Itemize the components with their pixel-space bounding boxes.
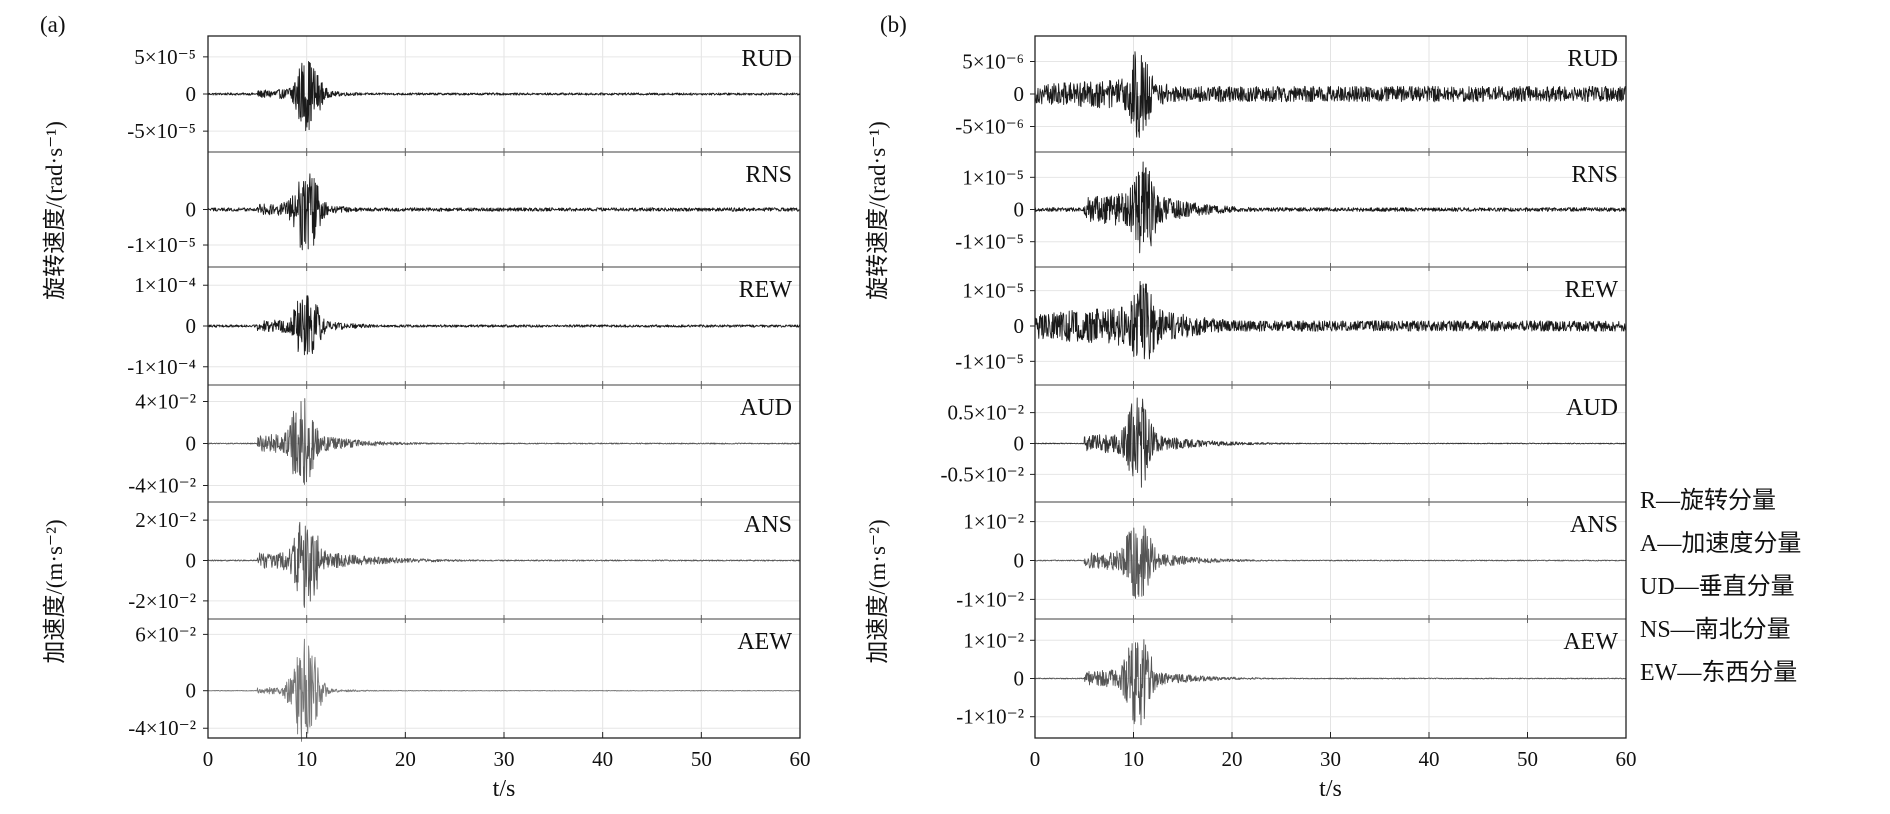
y-tick-label: 1×10⁻² xyxy=(963,628,1024,652)
panel-a: (a) 5×10⁻⁵ 0 -5×10⁻⁵ RUD 0 -1×10⁻⁵ RNS 1×10⁻⁴ 0 -1… xyxy=(40,12,811,802)
x-tick-label: 0 xyxy=(203,747,214,771)
y-tick-label: 6×10⁻² xyxy=(135,622,196,646)
panel-label: (b) xyxy=(880,12,907,37)
trace-name: REW xyxy=(1565,277,1619,303)
y-tick-label: 0 xyxy=(1014,432,1025,456)
x-tick-label: 30 xyxy=(1320,747,1341,771)
trace-rns-line xyxy=(1034,161,1627,254)
trace-name: RUD xyxy=(741,46,792,72)
y-tick-label: -1×10⁻⁴ xyxy=(127,355,196,379)
trace-name: ANS xyxy=(1570,512,1618,538)
y-tick-label: 0.5×10⁻² xyxy=(948,401,1024,425)
y-tick-label: -4×10⁻² xyxy=(128,716,196,740)
legend-item: NS—南北分量 xyxy=(1640,616,1791,643)
trace-name: AUD xyxy=(1566,395,1618,421)
y-tick-label: -2×10⁻² xyxy=(128,589,196,613)
trace-name: RNS xyxy=(1571,162,1618,188)
legend: R—旋转分量 A—加速度分量 UD—垂直分量 NS—南北分量 EW—东西分量 xyxy=(1640,487,1801,686)
trace-rew-line xyxy=(1034,281,1627,360)
x-tick-label: 60 xyxy=(790,747,811,771)
x-tick-label: 60 xyxy=(1616,747,1637,771)
trace-aud-line xyxy=(207,398,801,485)
y-tick-label: 0 xyxy=(186,314,197,338)
y-tick-label: -1×10⁻⁵ xyxy=(127,233,196,257)
y-tick-label: 0 xyxy=(1014,198,1025,222)
x-tick-label: 10 xyxy=(1123,747,1144,771)
trace-name: ANS xyxy=(744,512,792,538)
y-tick-label: 4×10⁻² xyxy=(135,390,196,414)
trace-rud-line xyxy=(207,61,801,132)
y-tick-label: 5×10⁻⁶ xyxy=(962,50,1024,74)
y-tick-label: -5×10⁻⁶ xyxy=(955,115,1024,139)
y-tick-label: 0 xyxy=(186,679,197,703)
y-tick-label: -1×10⁻⁵ xyxy=(955,349,1024,373)
panel-label: (a) xyxy=(40,12,66,37)
y-axis-label-acceleration: 加速度/(m·s⁻²) xyxy=(865,519,890,663)
legend-item: R—旋转分量 xyxy=(1640,487,1776,514)
trace-name: RUD xyxy=(1567,46,1618,72)
x-tick-label: 20 xyxy=(1222,747,1243,771)
legend-item: UD—垂直分量 xyxy=(1640,573,1795,600)
legend-item: A—加速度分量 xyxy=(1640,530,1801,557)
y-tick-label: -0.5×10⁻² xyxy=(941,462,1024,486)
x-tick-label: 20 xyxy=(395,747,416,771)
y-tick-label: 0 xyxy=(186,198,197,222)
trace-rud-line xyxy=(1034,51,1627,138)
y-tick-label: 0 xyxy=(1014,667,1025,691)
x-tick-label: 40 xyxy=(1419,747,1440,771)
trace-name: RNS xyxy=(745,162,792,188)
trace-name: AEW xyxy=(737,629,792,655)
y-tick-label: 0 xyxy=(186,432,197,456)
y-axis-label-acceleration: 加速度/(m·s⁻²) xyxy=(42,519,67,663)
y-tick-label: 1×10⁻⁵ xyxy=(962,165,1024,189)
y-tick-label: -4×10⁻² xyxy=(128,474,196,498)
y-tick-label: 0 xyxy=(1014,82,1025,106)
y-tick-label: -1×10⁻² xyxy=(956,705,1024,729)
trace-rns-line xyxy=(207,173,801,251)
x-tick-label: 10 xyxy=(296,747,317,771)
y-tick-label: 0 xyxy=(1014,314,1025,338)
x-axis-label: t/s xyxy=(493,776,516,802)
y-axis-label-rotation: 旋转速度/(rad·s⁻¹) xyxy=(42,121,67,300)
x-tick-label: 30 xyxy=(494,747,515,771)
y-tick-label: 0 xyxy=(1014,549,1025,573)
y-tick-label: 0 xyxy=(186,82,197,106)
y-tick-label: 1×10⁻⁵ xyxy=(962,279,1024,303)
y-tick-label: -1×10⁻⁵ xyxy=(955,230,1024,254)
trace-name: REW xyxy=(739,277,793,303)
y-tick-label: 0 xyxy=(186,549,197,573)
y-tick-label: 1×10⁻⁴ xyxy=(134,273,196,297)
trace-aew-line xyxy=(1034,639,1627,726)
y-tick-label: 1×10⁻² xyxy=(963,510,1024,534)
panel-b: (b) 5×10⁻⁶ 0 -5×10⁻⁶ RUD 1×10⁻⁵ 0 -1×10⁻⁵ RNS 1×1… xyxy=(865,12,1637,802)
trace-ans-line xyxy=(207,521,801,608)
x-axis-label: t/s xyxy=(1319,776,1342,802)
trace-name: AUD xyxy=(740,395,792,421)
trace-aew-line xyxy=(207,638,801,742)
x-tick-label: 50 xyxy=(691,747,712,771)
trace-name: AEW xyxy=(1563,629,1618,655)
y-axis-label-rotation: 旋转速度/(rad·s⁻¹) xyxy=(865,121,890,300)
y-tick-label: -5×10⁻⁵ xyxy=(127,119,196,143)
trace-rew-line xyxy=(207,295,801,356)
trace-ans-line xyxy=(1034,525,1627,599)
x-tick-label: 40 xyxy=(592,747,613,771)
x-tick-label: 50 xyxy=(1517,747,1538,771)
y-tick-label: 5×10⁻⁵ xyxy=(134,45,196,69)
trace-aud-line xyxy=(1034,397,1627,488)
y-tick-label: -1×10⁻² xyxy=(956,587,1024,611)
legend-item: EW—东西分量 xyxy=(1640,659,1797,686)
x-tick-label: 0 xyxy=(1030,747,1041,771)
y-tick-label: 2×10⁻² xyxy=(135,508,196,532)
